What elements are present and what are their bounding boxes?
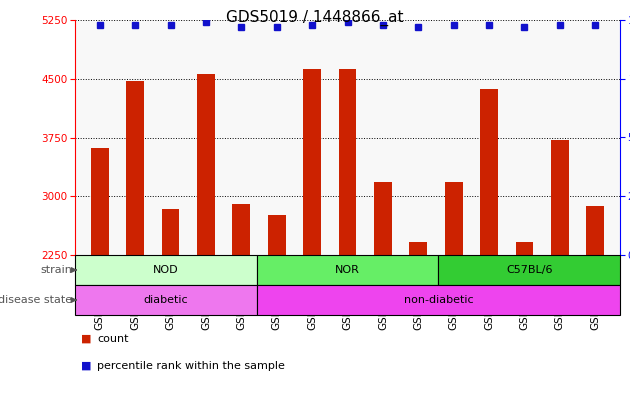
Bar <box>232 204 250 255</box>
Bar <box>256 255 438 285</box>
Text: GDS5019 / 1448866_at: GDS5019 / 1448866_at <box>226 10 404 26</box>
Bar <box>126 81 144 255</box>
Bar <box>91 148 108 255</box>
Text: percentile rank within the sample: percentile rank within the sample <box>97 361 285 371</box>
Bar <box>551 140 569 255</box>
Text: NOR: NOR <box>335 265 360 275</box>
Text: C57BL/6: C57BL/6 <box>506 265 553 275</box>
Bar <box>303 69 321 255</box>
Text: non-diabetic: non-diabetic <box>404 295 473 305</box>
Bar <box>339 69 357 255</box>
Bar <box>268 215 285 255</box>
Text: ■: ■ <box>81 361 92 371</box>
Text: strain: strain <box>40 265 72 275</box>
Text: NOD: NOD <box>153 265 179 275</box>
Bar <box>445 182 462 255</box>
Bar <box>75 255 256 285</box>
Text: disease state: disease state <box>0 295 72 305</box>
Bar <box>256 285 620 315</box>
Bar <box>410 242 427 255</box>
Text: ■: ■ <box>81 334 92 343</box>
Bar <box>438 255 620 285</box>
Bar <box>374 182 392 255</box>
Bar <box>75 285 256 315</box>
Bar <box>197 74 215 255</box>
Text: diabetic: diabetic <box>144 295 188 305</box>
Bar <box>480 89 498 255</box>
Text: count: count <box>97 334 129 343</box>
Bar <box>162 209 180 255</box>
Bar <box>587 206 604 255</box>
Bar <box>515 242 534 255</box>
